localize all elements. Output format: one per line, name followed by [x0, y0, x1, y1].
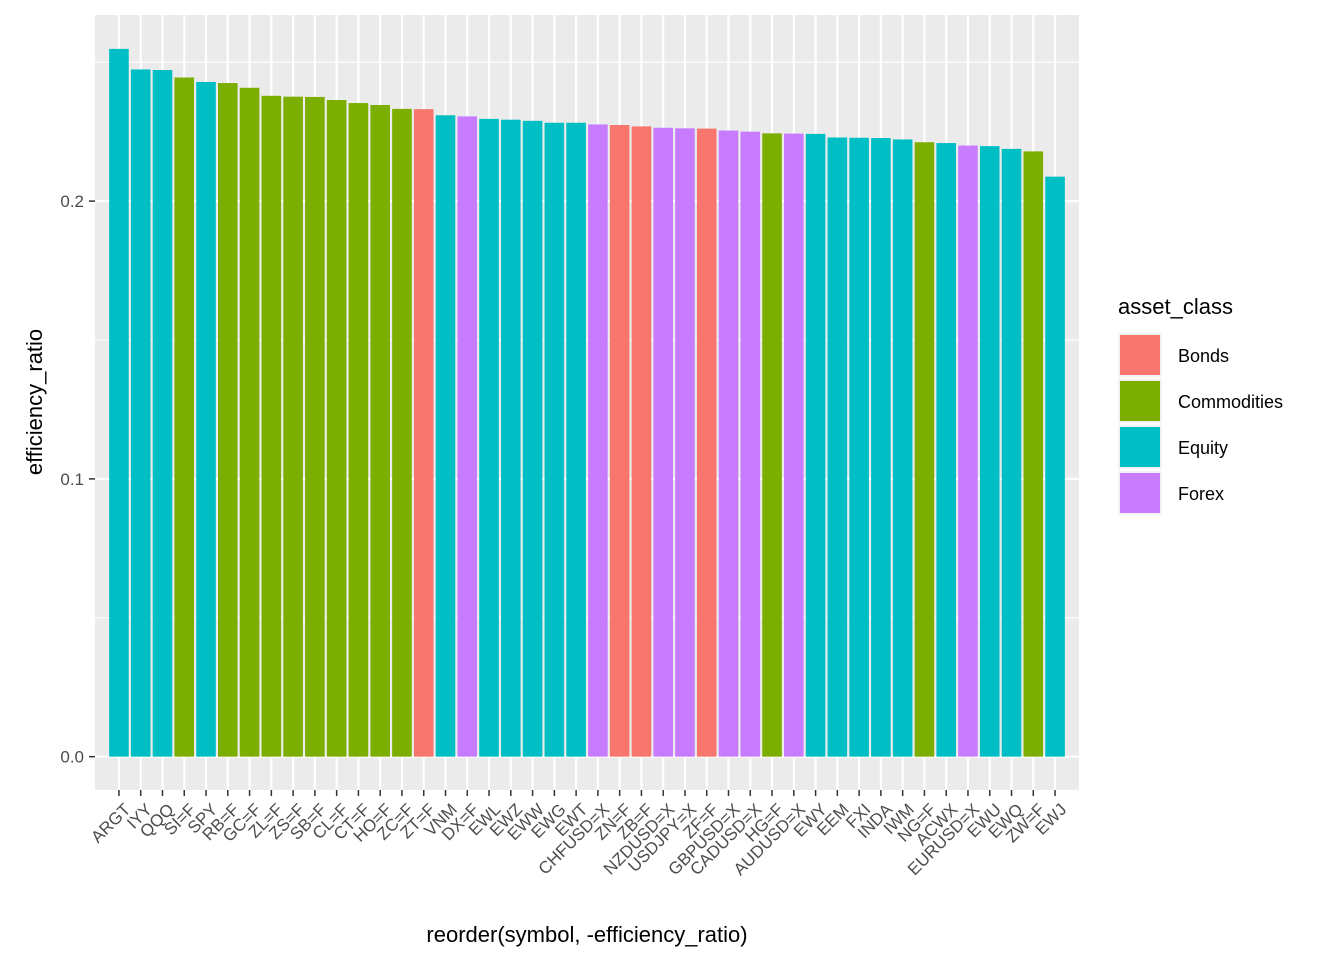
legend-title: asset_class [1118, 294, 1233, 319]
legend-swatch [1120, 473, 1160, 513]
bar [501, 119, 521, 757]
bar [457, 116, 478, 757]
bar [631, 126, 652, 757]
bar [958, 145, 978, 757]
legend-swatch [1120, 335, 1160, 375]
bar [1023, 151, 1044, 757]
bar [827, 137, 848, 757]
legend-items: Bonds Commodities Equity Forex [1118, 333, 1283, 515]
bars [109, 48, 1065, 757]
y-tick-label: 0.2 [60, 192, 84, 211]
legend-label: Forex [1178, 484, 1224, 504]
bar [326, 100, 347, 757]
bar [413, 109, 434, 757]
y-tick-label: 0.0 [60, 748, 84, 767]
bar [283, 96, 303, 757]
bar [892, 139, 913, 757]
bar [740, 131, 761, 757]
bar [762, 133, 782, 757]
bar [218, 83, 238, 757]
bar [544, 122, 565, 757]
bar [239, 87, 260, 757]
bar [435, 115, 456, 757]
bar [196, 81, 216, 757]
legend: asset_class Bonds Commodities Equity Forex [1118, 294, 1283, 515]
bar [914, 142, 935, 757]
x-axis: ARGTIYYQQQSI=FSPYRB=FGC=FZL=FZS=FSB=FCL=… [87, 790, 1070, 879]
bar [718, 130, 739, 757]
bar [609, 125, 630, 757]
bar [370, 105, 390, 757]
bar [871, 138, 891, 757]
bar [152, 70, 173, 757]
bar [936, 143, 956, 757]
y-tick-label: 0.1 [60, 470, 84, 489]
bar [849, 137, 869, 757]
bar [1045, 176, 1065, 757]
bar [588, 124, 608, 757]
legend-label: Commodities [1178, 392, 1283, 412]
bar [261, 95, 282, 757]
bar [174, 77, 195, 757]
bar [805, 133, 826, 757]
legend-swatch [1120, 381, 1160, 421]
y-axis: 0.0 0.1 0.2 [60, 192, 95, 767]
bar [109, 48, 129, 757]
legend-label: Equity [1178, 438, 1228, 458]
bar [130, 69, 151, 757]
legend-label: Bonds [1178, 346, 1229, 366]
bar [979, 146, 1000, 757]
x-axis-title: reorder(symbol, -efficiency_ratio) [426, 922, 747, 947]
bar [566, 122, 586, 757]
bar [675, 128, 695, 757]
bar [305, 96, 325, 757]
bar [392, 108, 412, 757]
bar [348, 103, 369, 757]
bar [784, 133, 804, 757]
bar [522, 120, 543, 757]
legend-swatch [1120, 427, 1160, 467]
bar [653, 127, 673, 757]
y-axis-title: efficiency_ratio [22, 329, 47, 475]
bar [696, 128, 717, 757]
bar [479, 118, 499, 757]
bar [1001, 148, 1022, 757]
